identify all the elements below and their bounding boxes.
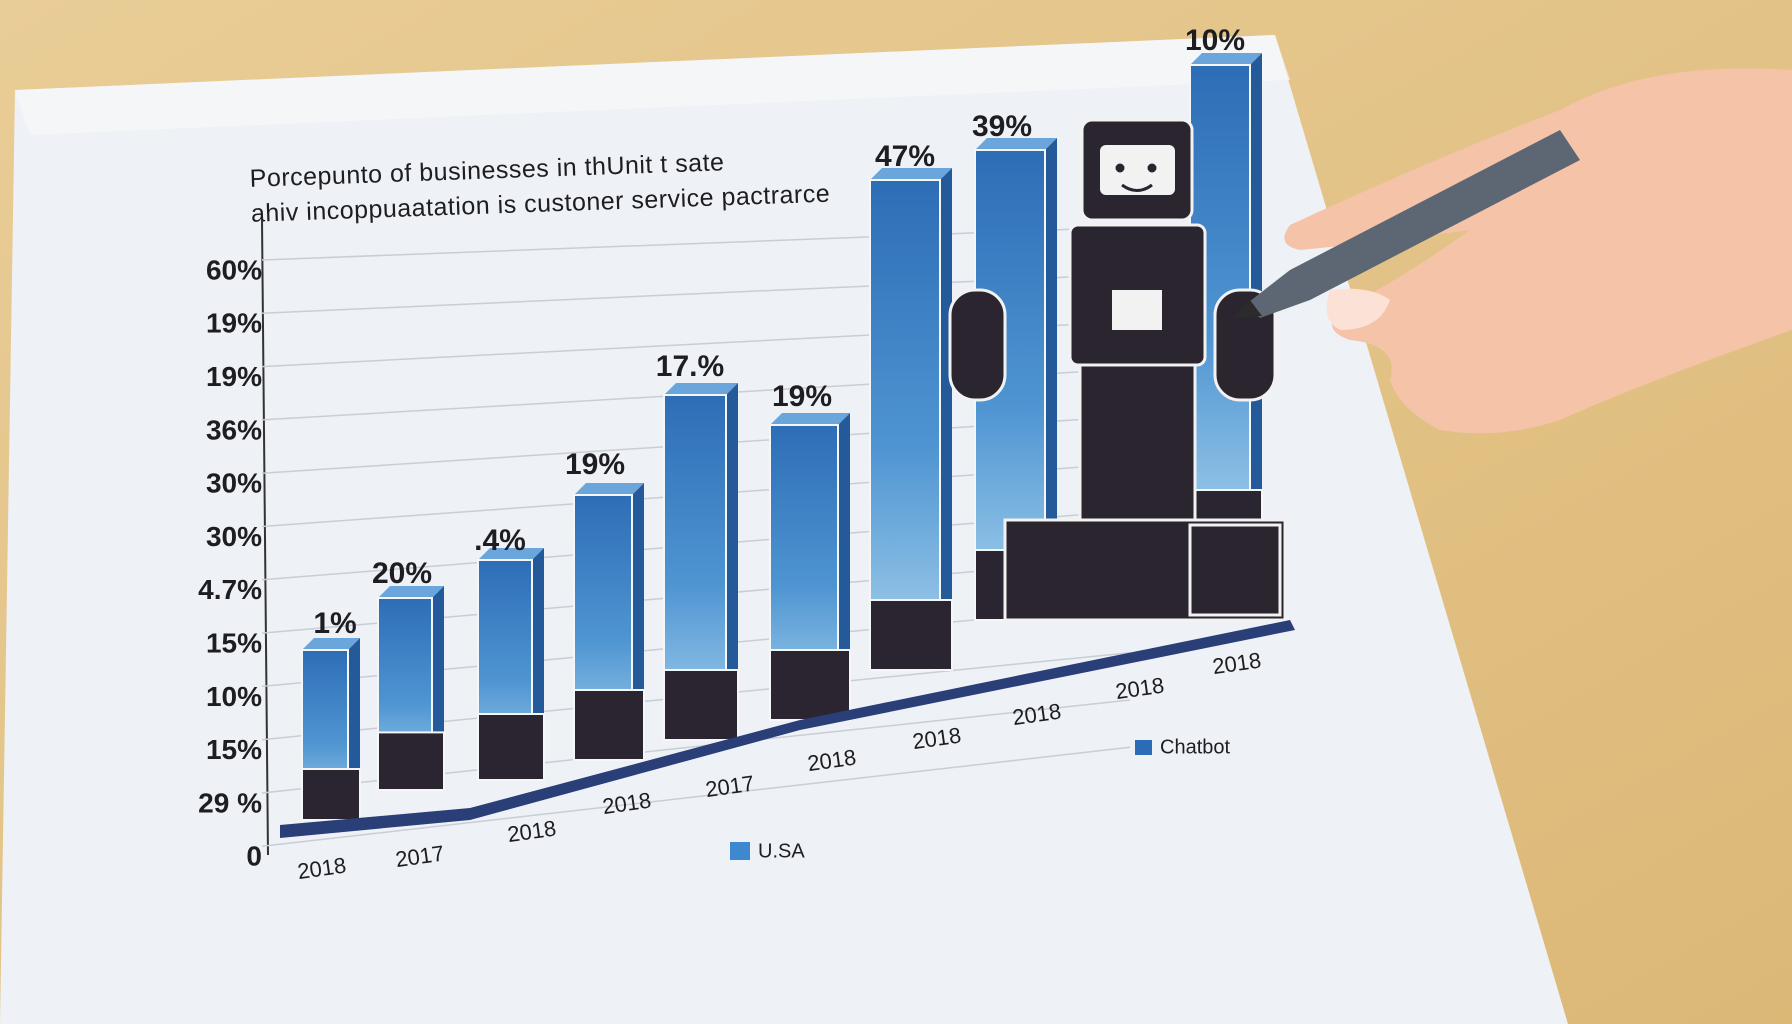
y-axis-label: 15% <box>206 627 262 658</box>
bar-base <box>573 689 645 761</box>
legend-swatch <box>730 842 750 860</box>
bar-label: 20% <box>372 557 432 590</box>
bar-label: 47% <box>875 140 935 173</box>
legend-label: U.SA <box>758 840 805 862</box>
bar-label: 1% <box>313 607 356 640</box>
bar-side <box>838 413 850 720</box>
bar-base <box>377 731 445 792</box>
y-axis-label: 19% <box>206 308 262 339</box>
y-axis-label: 29 % <box>198 787 262 818</box>
y-axis-label: 36% <box>206 414 262 445</box>
bar-base <box>869 599 953 671</box>
y-axis-label: 0 <box>246 841 262 872</box>
bar-top <box>478 548 544 560</box>
bar-top <box>770 413 850 425</box>
y-axis-label: 60% <box>206 254 262 285</box>
bar-label: .4% <box>474 524 526 557</box>
labels: 1% 20% .4% 19% 17.% 19% 47% 39% 10% <box>313 24 1245 640</box>
bar-label: 10% <box>1185 24 1245 57</box>
bar-base <box>301 768 361 821</box>
bar-top <box>574 483 644 495</box>
bar-label: 39% <box>972 110 1032 143</box>
legend-swatch <box>1135 740 1152 755</box>
bar-base <box>477 713 545 781</box>
guide-line <box>261 746 1131 848</box>
bar-side <box>1045 138 1057 620</box>
pen <box>1232 130 1580 318</box>
bar-base <box>663 669 739 741</box>
bar-label: 17.% <box>656 350 724 383</box>
bar-top <box>664 383 738 395</box>
y-axis-label: 30% <box>206 521 262 552</box>
y-axis-label: 15% <box>206 734 262 765</box>
legend-label: Chatbot <box>1160 736 1230 758</box>
bar-side <box>726 383 738 740</box>
y-axis-label: 19% <box>206 361 262 392</box>
hand <box>1284 68 1792 434</box>
bar-top <box>302 638 360 650</box>
bar-top <box>1190 53 1262 65</box>
bar-top <box>378 586 444 598</box>
bar-base <box>769 649 851 721</box>
bar <box>869 179 941 671</box>
bar-side <box>940 168 952 670</box>
axis-line <box>261 219 269 856</box>
y-axis-label: 30% <box>206 468 262 499</box>
bar-label: 19% <box>565 448 625 481</box>
y-axis-label: 4.7% <box>198 574 262 605</box>
y-axis-label: 10% <box>206 681 262 712</box>
axis-base <box>280 620 1295 838</box>
paper-shade <box>15 35 1290 135</box>
bar-top <box>870 168 952 180</box>
robot <box>948 118 1287 622</box>
bar-label: 19% <box>772 380 832 413</box>
bar-top <box>975 138 1057 150</box>
